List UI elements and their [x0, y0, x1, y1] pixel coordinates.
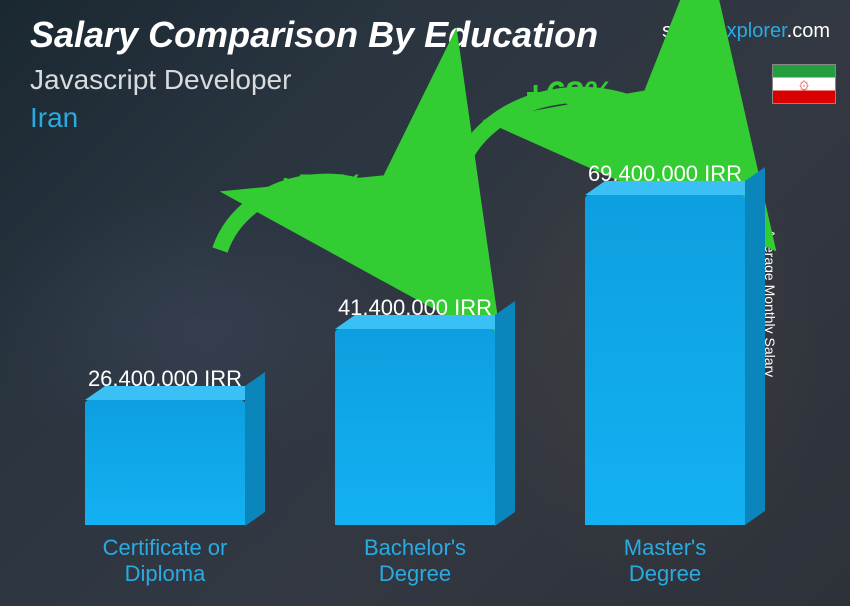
- bar: [335, 329, 495, 526]
- bar: [585, 195, 745, 525]
- bar-category-label: Bachelor's Degree: [364, 535, 466, 586]
- flag-emblem-icon: ۞: [799, 74, 808, 93]
- page-title: Salary Comparison By Education: [30, 16, 598, 54]
- brand-logo: salaryexplorer.com: [662, 20, 830, 43]
- bar-slot: 41,400,000 IRR Bachelor's Degree: [290, 295, 540, 586]
- brand-accent: explorer: [716, 20, 787, 42]
- bar: [85, 400, 245, 526]
- brand-prefix: salary: [662, 20, 715, 42]
- bar-slot: 26,400,000 IRR Certificate or Diploma: [40, 366, 290, 586]
- title-block: Salary Comparison By Education Javascrip…: [30, 16, 598, 134]
- page-subtitle: Javascript Developer: [30, 64, 598, 96]
- brand-suffix: .com: [787, 20, 830, 42]
- country-label: Iran: [30, 102, 598, 134]
- bar-category-label: Master's Degree: [624, 535, 706, 586]
- bar-chart: 26,400,000 IRR Certificate or Diploma 41…: [40, 190, 790, 586]
- iran-flag-icon: ۞: [772, 64, 836, 104]
- increase-label-2: +68%: [525, 75, 613, 114]
- bar-category-label: Certificate or Diploma: [103, 535, 228, 586]
- bar-slot: 69,400,000 IRR Master's Degree: [540, 161, 790, 586]
